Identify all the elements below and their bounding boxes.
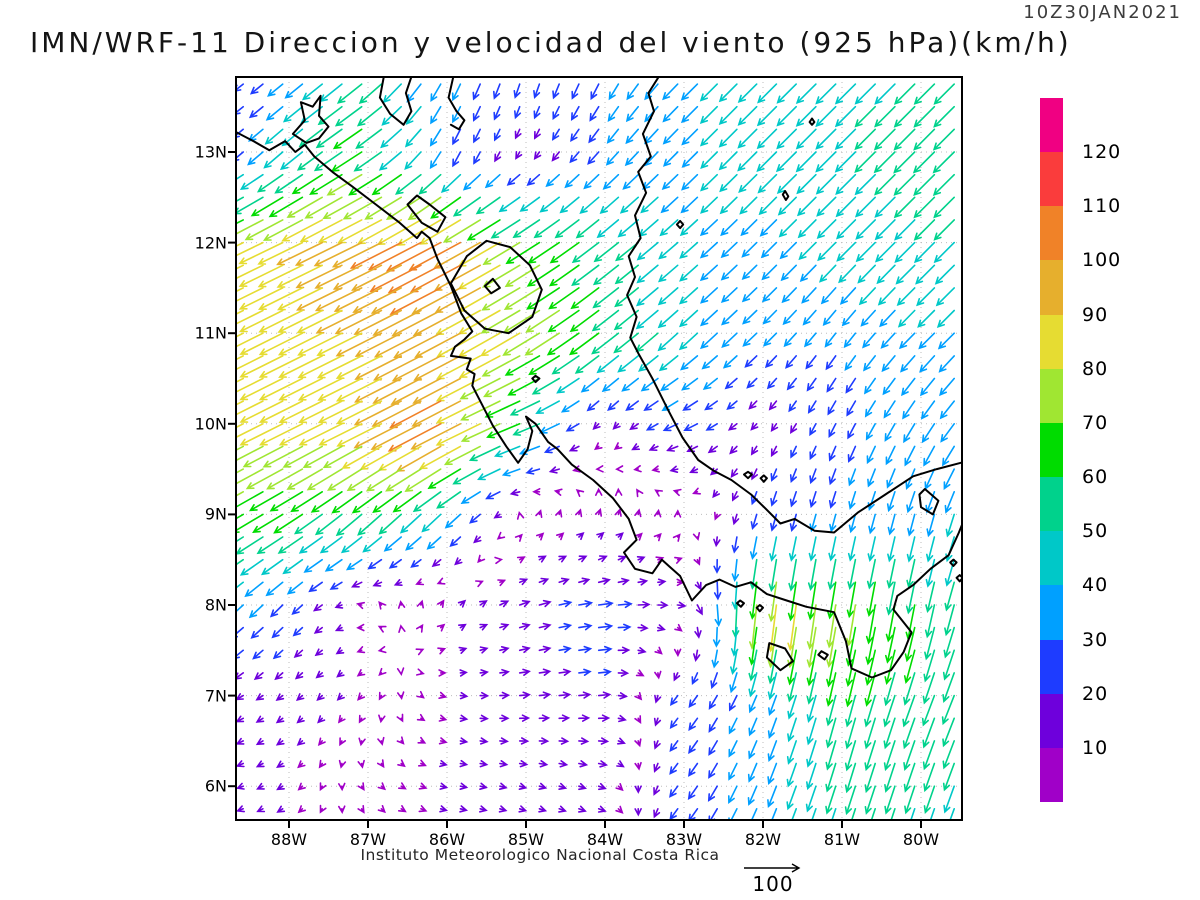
valid-time-label: 10Z30JAN2021: [1023, 2, 1182, 23]
colorbar-label-40: 40: [1082, 574, 1109, 597]
colorbar-segment-5: [1040, 477, 1063, 532]
colorbar-label-30: 30: [1082, 628, 1109, 651]
colorbar-segment-2: [1040, 639, 1063, 694]
colorbar-segment-1: [1040, 693, 1063, 748]
colorbar-segment-11: [1040, 152, 1063, 207]
lake-nicaragua: [449, 239, 543, 335]
honduras-north-blob: [378, 77, 413, 126]
colorbar-segment-12: [1040, 98, 1063, 153]
lon-label-88W: 88W: [270, 830, 308, 849]
colorbar-segment-7: [1040, 368, 1063, 423]
lake-managua: [406, 194, 447, 233]
lon-label-86W: 86W: [428, 830, 466, 849]
pacific-coast: [236, 131, 962, 679]
san-andres-island: [781, 190, 790, 201]
institute-credit: Instituto Meteorologico Nacional Costa R…: [360, 846, 720, 864]
colorbar-label-90: 90: [1082, 303, 1109, 326]
colorbar-segment-4: [1040, 531, 1063, 586]
colorbar-segment-9: [1040, 260, 1063, 315]
colorbar-segment-8: [1040, 314, 1063, 369]
colorbar-label-50: 50: [1082, 520, 1109, 543]
chiriqui-island-2: [755, 604, 764, 613]
lon-label-87W: 87W: [349, 830, 387, 849]
lat-label-7N: 7N: [204, 686, 227, 706]
reference-speed-label: 100: [752, 872, 794, 896]
colorbar-segment-3: [1040, 585, 1063, 640]
gulf-of-fonseca: [291, 94, 330, 144]
axis-ticks: [228, 151, 922, 828]
colorbar-segment-6: [1040, 422, 1063, 478]
bocas-island-2: [759, 474, 768, 483]
lat-label-10N: 10N: [194, 414, 227, 434]
lake-arenal: [531, 374, 541, 384]
lat-label-12N: 12N: [194, 233, 227, 253]
lon-label-83W: 83W: [665, 830, 703, 849]
colorbar-label-20: 20: [1082, 682, 1109, 705]
reference-arrow: [744, 863, 801, 873]
colorbar-segment-10: [1040, 206, 1063, 261]
wind-vectors: [236, 83, 955, 820]
gatun-lake: [918, 488, 940, 516]
colorbar-label-60: 60: [1082, 466, 1109, 489]
page-title: IMN/WRF-11 Direccion y velocidad del vie…: [30, 26, 1072, 59]
lat-label-8N: 8N: [204, 595, 227, 615]
lat-label-11N: 11N: [194, 323, 227, 343]
coastline: [236, 77, 962, 679]
lat-label-9N: 9N: [204, 504, 227, 524]
lat-label-13N: 13N: [194, 142, 227, 162]
honduras-north-line: [447, 77, 466, 131]
providencia-island: [808, 117, 816, 126]
pearl-island-1: [949, 558, 958, 567]
colorbar-label-10: 10: [1082, 736, 1109, 759]
lon-label-81W: 81W: [823, 830, 861, 849]
bocas-island-1: [743, 470, 753, 480]
colorbar-label-70: 70: [1082, 411, 1109, 434]
ometepe-island: [483, 277, 501, 295]
lat-label-6N: 6N: [204, 776, 227, 796]
map-frame: [235, 76, 963, 821]
pearl-island-2: [955, 574, 962, 583]
coiba-island: [765, 642, 794, 672]
speed-colorbar: [1040, 98, 1063, 803]
lon-label-85W: 85W: [507, 830, 545, 849]
colorbar-label-120: 120: [1082, 141, 1122, 164]
colorbar-label-110: 110: [1082, 195, 1122, 218]
caribbean-coast: [626, 77, 962, 534]
cebaco-island: [817, 650, 829, 661]
colorbar-label-100: 100: [1082, 249, 1122, 272]
colorbar-segment-0: [1040, 747, 1063, 803]
corn-island: [675, 219, 685, 230]
colorbar-label-80: 80: [1082, 357, 1109, 380]
lon-label-80W: 80W: [902, 830, 940, 849]
lon-label-82W: 82W: [744, 830, 782, 849]
lon-label-84W: 84W: [586, 830, 624, 849]
chiriqui-island-1: [735, 599, 745, 608]
